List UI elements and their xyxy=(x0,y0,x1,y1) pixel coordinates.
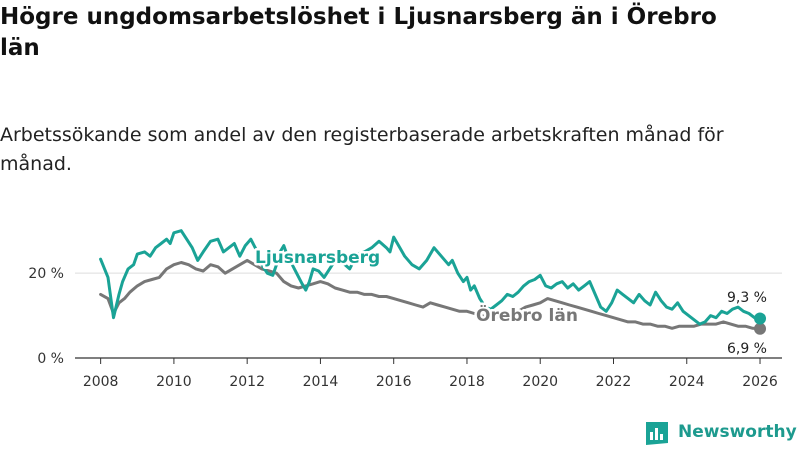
newsworthy-logo-icon xyxy=(646,422,668,445)
x-tick-label: 2012 xyxy=(229,374,265,390)
end-point-ljusnarsberg xyxy=(754,312,767,325)
brand-name: Newsworthy xyxy=(678,422,797,442)
x-tick-label: 2018 xyxy=(449,374,485,390)
series-label-orebro: Örebro län xyxy=(476,304,578,326)
x-tick-label: 2022 xyxy=(596,374,632,390)
y-tick-label: 0 % xyxy=(37,351,64,367)
chart-subtitle: Arbetssökande som andel av den registerb… xyxy=(0,124,724,175)
x-tick-label: 2020 xyxy=(522,374,558,390)
newsworthy-brand[interactable]: Newsworthy xyxy=(644,419,797,445)
chart-title: Högre ungdomsarbetslöshet i Ljusnarsberg… xyxy=(0,4,717,61)
x-tick-label: 2010 xyxy=(156,374,192,390)
x-tick-label: 2016 xyxy=(376,374,412,390)
series-label-ljusnarsberg: Ljusnarsberg xyxy=(255,248,380,268)
end-point-orebro xyxy=(754,322,767,335)
x-tick-label: 2024 xyxy=(669,374,705,390)
y-tick-label: 20 % xyxy=(28,266,64,282)
end-value-label-ljusnarsberg: 9,3 % xyxy=(727,290,767,306)
line-chart: 0 % 20 % 2008 2010 2012 2014 2016 2018 2020 2022 2… xyxy=(28,229,782,390)
x-tick-label: 2026 xyxy=(742,374,778,390)
series-line-orebro xyxy=(99,258,762,331)
x-tick-label: 2008 xyxy=(83,374,119,390)
series-line-ljusnarsberg xyxy=(99,229,762,326)
end-value-label-orebro: 6,9 % xyxy=(727,341,767,357)
x-tick-label: 2014 xyxy=(303,374,339,390)
